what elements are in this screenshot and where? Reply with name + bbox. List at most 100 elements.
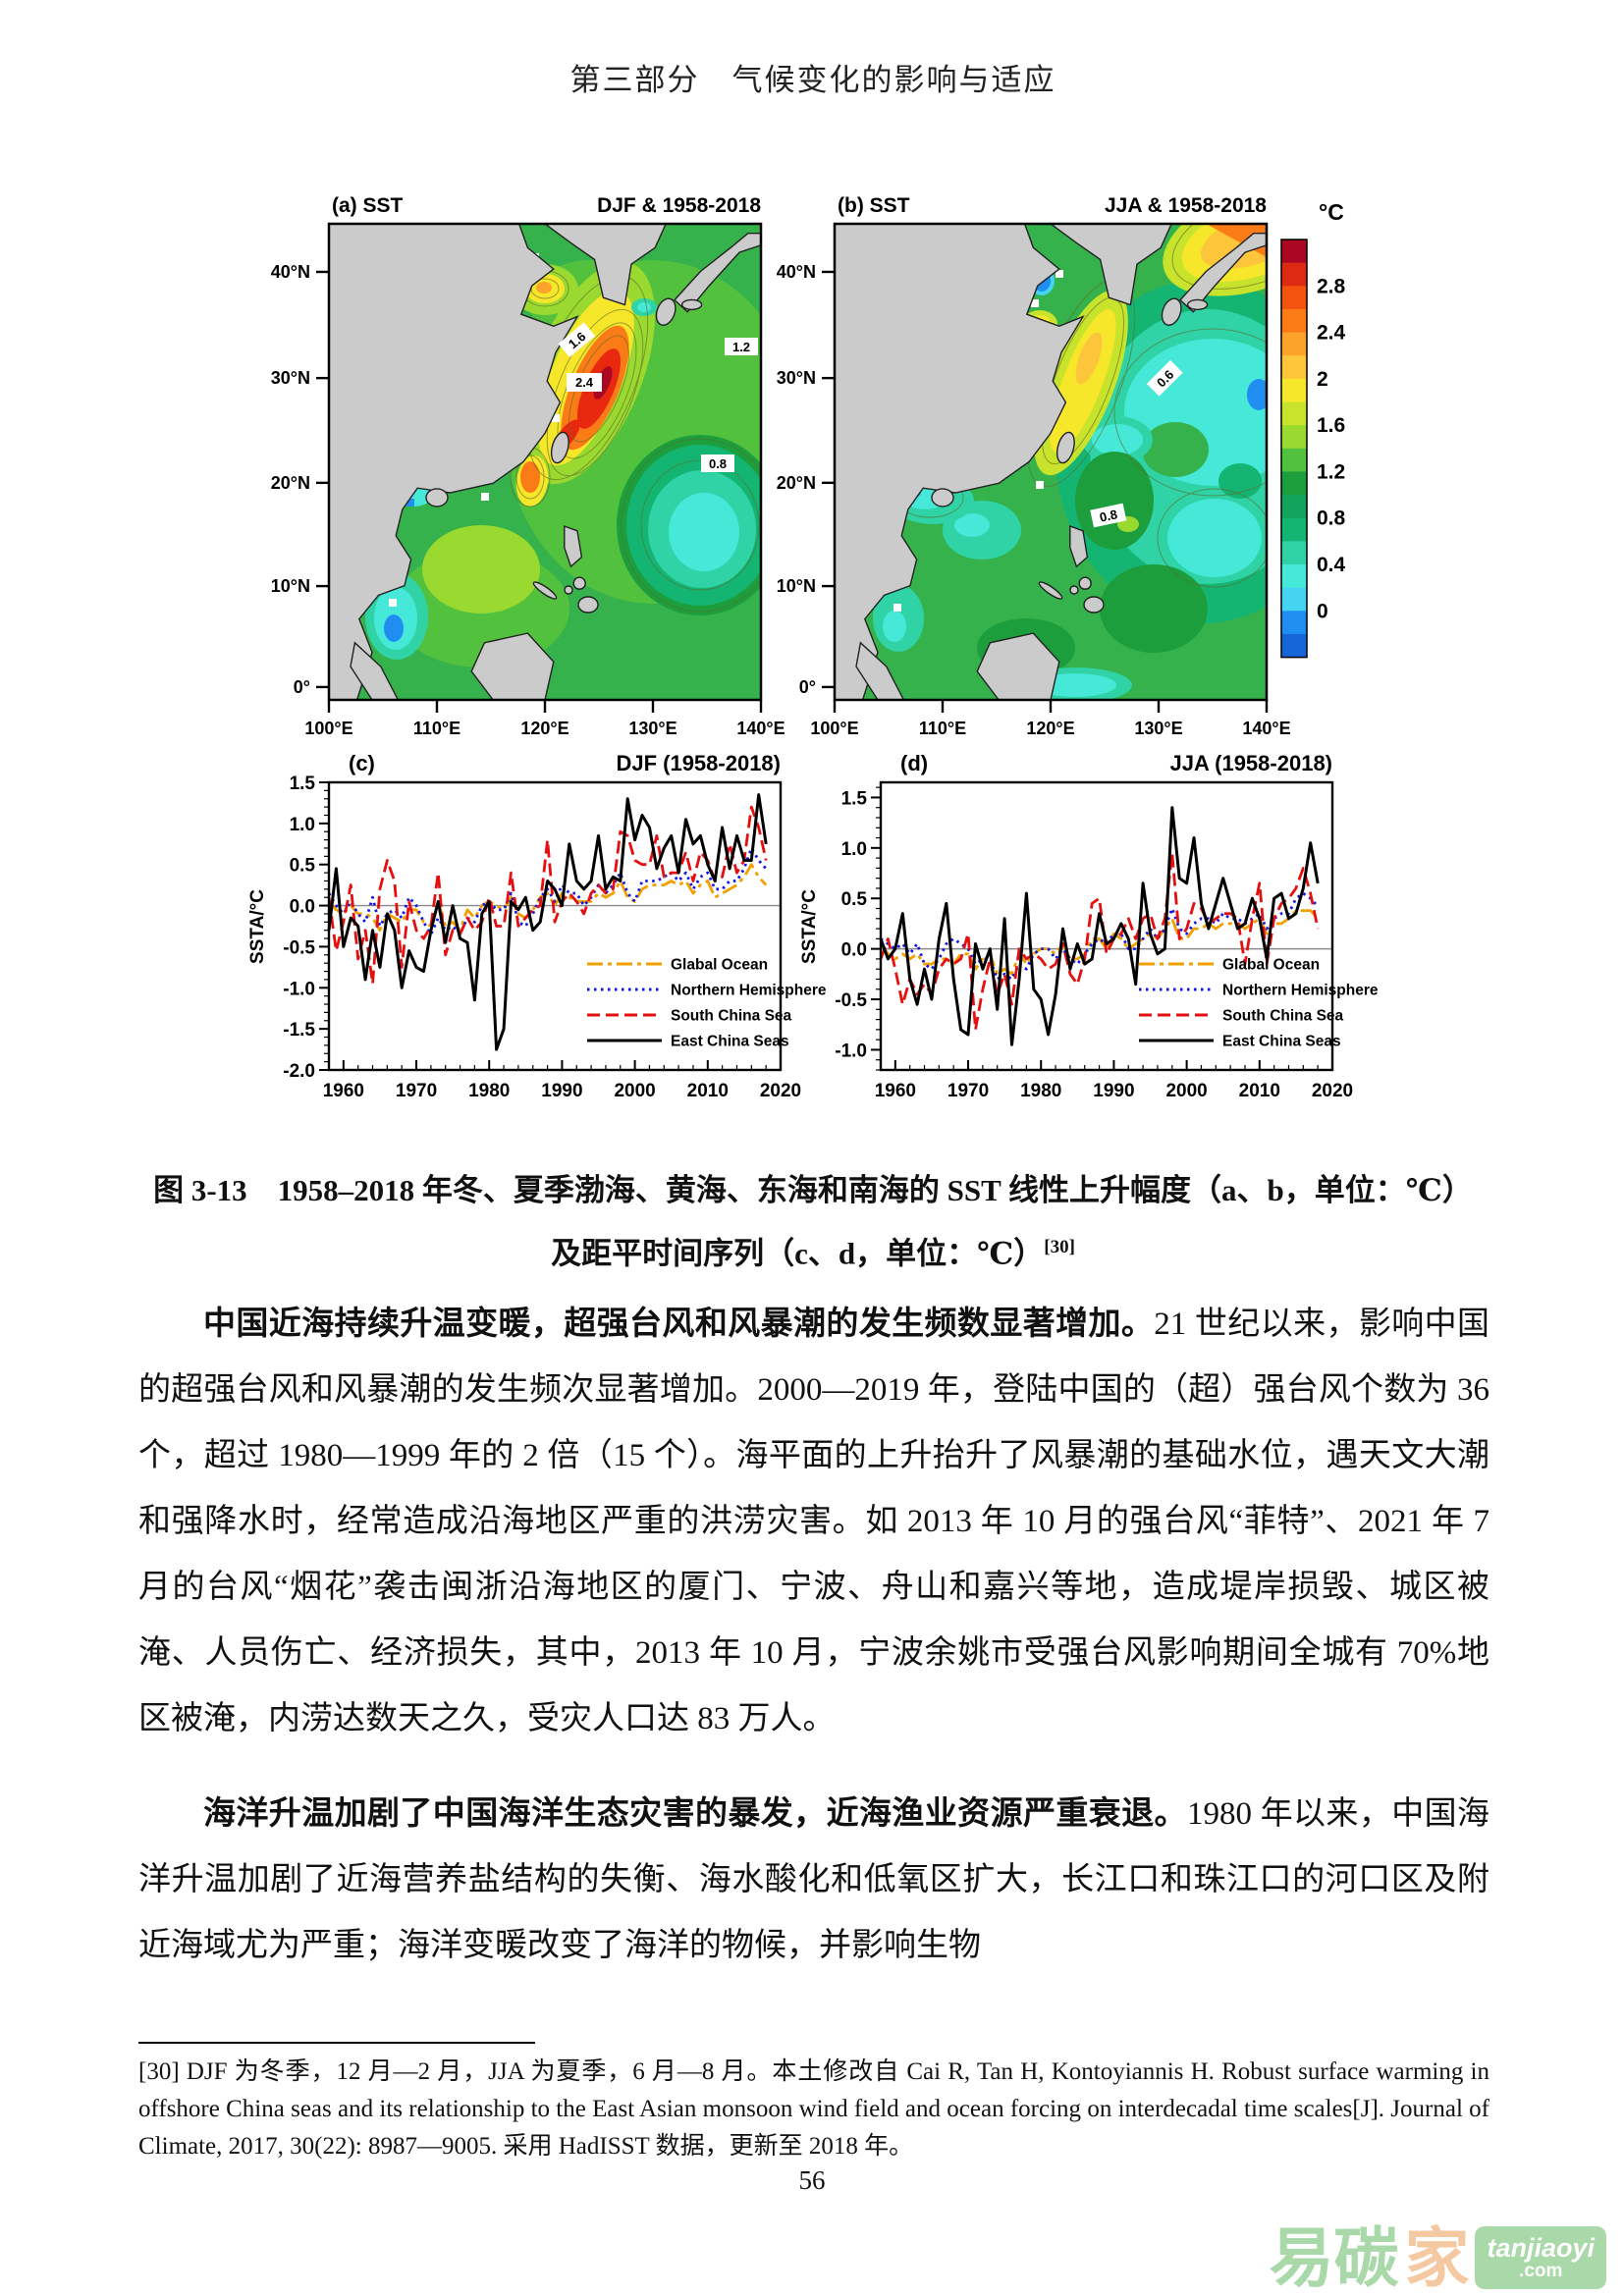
svg-text:100°E: 100°E: [810, 719, 858, 738]
figure-caption-line1: 图 3-13 1958–2018 年冬、夏季渤海、黄海、东海和南海的 SST 线…: [153, 1173, 1473, 1207]
map-b-panel-label: (b) SST: [838, 194, 910, 217]
svg-text:1960: 1960: [875, 1081, 916, 1101]
svg-text:1980: 1980: [1020, 1081, 1061, 1101]
contour-label: 0.8: [1098, 507, 1118, 524]
svg-text:-1.0: -1.0: [835, 1041, 867, 1061]
svg-text:Glabal Ocean: Glabal Ocean: [671, 957, 768, 974]
svg-text:-1.0: -1.0: [283, 979, 315, 999]
body-text: 中国近海持续升温变暖，超强台风和风暴潮的发生频数显著增加。21 世纪以来，影响中…: [138, 1292, 1489, 1979]
svg-text:0°: 0°: [294, 677, 310, 697]
svg-text:1970: 1970: [947, 1081, 989, 1101]
svg-text:2000: 2000: [614, 1081, 655, 1101]
colorbar-unit: °C: [1319, 199, 1344, 225]
svg-text:130°E: 130°E: [1134, 719, 1182, 738]
svg-text:-0.5: -0.5: [283, 937, 315, 958]
series-line-east-china-seas: [327, 793, 768, 1051]
svg-text:Northern Hemisphere: Northern Hemisphere: [1222, 983, 1379, 999]
figure-caption-line2-text: 及距平时间序列（c、d，单位：℃）: [551, 1236, 1045, 1271]
svg-text:2000: 2000: [1165, 1081, 1207, 1101]
svg-text:1960: 1960: [323, 1081, 364, 1101]
chart-d-plot-area: 1960 1970 1980 1990 2000 2010 2020 -1.0 -0.5 0.0 0…: [835, 786, 1379, 1101]
svg-text:1.5: 1.5: [290, 774, 316, 794]
svg-text:100°E: 100°E: [304, 719, 352, 738]
chart-c-ylabel: SSTA/°C: [247, 889, 268, 964]
chart-d-title: JJA (1958-2018): [1169, 751, 1332, 775]
svg-text:0.0: 0.0: [841, 940, 867, 961]
svg-text:1.6: 1.6: [1317, 414, 1345, 437]
watermark-badge-line1: tanjiaoyi: [1487, 2232, 1595, 2263]
svg-text:Northern Hemisphere: Northern Hemisphere: [671, 983, 827, 999]
contour-label: 0.8: [709, 456, 727, 471]
svg-text:30°N: 30°N: [777, 368, 816, 388]
map-b-season-label: JJA & 1958-2018: [1105, 194, 1267, 217]
chart-c-frame: [327, 780, 783, 1072]
svg-text:1970: 1970: [396, 1081, 437, 1101]
watermark-badge-line2: .com: [1519, 2261, 1563, 2282]
svg-text:2.8: 2.8: [1317, 275, 1346, 297]
svg-text:2.4: 2.4: [1317, 322, 1346, 345]
figure-caption: 图 3-13 1958–2018 年冬、夏季渤海、黄海、东海和南海的 SST 线…: [137, 1162, 1489, 1282]
chart-c-panel-label: (c): [349, 751, 375, 775]
svg-text:1990: 1990: [541, 1081, 582, 1101]
svg-text:140°E: 140°E: [1242, 719, 1290, 738]
svg-text:30°N: 30°N: [271, 368, 310, 388]
svg-text:2010: 2010: [687, 1081, 729, 1101]
svg-text:0.0: 0.0: [290, 897, 315, 918]
colorbar: °C 2.8 2.4 2 1.6 1.2 0.8 0.4 0: [1280, 199, 1346, 659]
svg-text:1.0: 1.0: [841, 839, 867, 860]
map-a-field: 1.6 2.4 1.2 0.8: [329, 224, 761, 700]
figure-caption-line2: 及距平时间序列（c、d，单位：℃）[30]: [137, 1219, 1489, 1282]
figure-caption-footnote-ref: [30]: [1044, 1237, 1075, 1257]
svg-text:0.4: 0.4: [1317, 554, 1346, 576]
svg-text:40°N: 40°N: [777, 262, 816, 282]
svg-text:-1.5: -1.5: [283, 1020, 315, 1041]
footnote-separator: [138, 2042, 535, 2044]
svg-text:2020: 2020: [1312, 1081, 1353, 1101]
svg-text:East China Seas: East China Seas: [671, 1034, 789, 1050]
map-panel-b: (b) SST JJA & 1958-2018: [777, 194, 1291, 738]
chart-c-plot-area: 1960 1970 1980 1990 2000 2010 2020 -2.0 -1.5 -1.0…: [283, 774, 827, 1101]
series-line-south-china-sea: [879, 851, 1320, 1032]
chart-d-panel-label: (d): [900, 751, 928, 775]
svg-text:110°E: 110°E: [919, 719, 966, 738]
map-a-contour-label-chips: 1.6 2.4 1.2 0.8: [558, 322, 758, 472]
series-line-east-china-seas: [879, 806, 1320, 1046]
map-b-axes: 40°N 30°N 20°N 10°N 0° 100°E 110°E 120°E 130°E 14…: [777, 262, 1291, 738]
svg-text:0.5: 0.5: [841, 889, 868, 910]
chart-d-frame: [879, 780, 1334, 1072]
svg-text:2010: 2010: [1239, 1081, 1280, 1101]
svg-text:-0.5: -0.5: [835, 990, 867, 1011]
watermark-text-orange: 家: [1404, 2221, 1470, 2294]
map-b-field: 0.6 0.8: [835, 224, 1267, 700]
paragraph-typhoon: 中国近海持续升温变暖，超强台风和风暴潮的发生频数显著增加。21 世纪以来，影响中…: [138, 1307, 1490, 1736]
watermark-logo: 易碳 家 tanjiaoyi .com: [1269, 2225, 1606, 2290]
svg-text:1.2: 1.2: [1317, 460, 1345, 483]
series-line-south-china-sea: [327, 805, 768, 986]
svg-text:120°E: 120°E: [1026, 719, 1074, 738]
svg-text:10°N: 10°N: [271, 576, 310, 596]
svg-text:1980: 1980: [468, 1081, 510, 1101]
map-a-season-label: DJF & 1958-2018: [597, 194, 761, 217]
watermark-badge: tanjiaoyi .com: [1475, 2225, 1606, 2290]
map-a-land: [329, 224, 761, 700]
svg-text:South China Sea: South China Sea: [1222, 1008, 1344, 1025]
svg-text:1.0: 1.0: [290, 815, 315, 835]
svg-text:0.5: 0.5: [290, 856, 316, 877]
svg-text:10°N: 10°N: [777, 576, 816, 596]
svg-text:40°N: 40°N: [271, 262, 310, 282]
svg-text:130°E: 130°E: [628, 719, 677, 738]
svg-text:20°N: 20°N: [777, 473, 816, 493]
svg-text:-2.0: -2.0: [283, 1061, 315, 1082]
map-a-axes: 40°N 30°N 20°N 10°N 0° 100°E 110°E 120°E 130°E 14…: [271, 262, 785, 738]
svg-text:2020: 2020: [760, 1081, 801, 1101]
watermark-text-green: 易碳: [1269, 2221, 1399, 2294]
svg-text:2: 2: [1317, 368, 1328, 391]
colorbar-scale: 2.8 2.4 2 1.6 1.2 0.8 0.4 0: [1280, 239, 1346, 659]
section-header: 第三部分 气候变化的影响与适应: [569, 63, 1056, 97]
chart-d-ylabel: SSTA/°C: [799, 889, 820, 964]
map-b-land: [835, 224, 1267, 700]
svg-text:South China Sea: South China Sea: [671, 1008, 792, 1025]
svg-text:20°N: 20°N: [271, 473, 310, 493]
svg-text:Glabal Ocean: Glabal Ocean: [1222, 957, 1320, 974]
